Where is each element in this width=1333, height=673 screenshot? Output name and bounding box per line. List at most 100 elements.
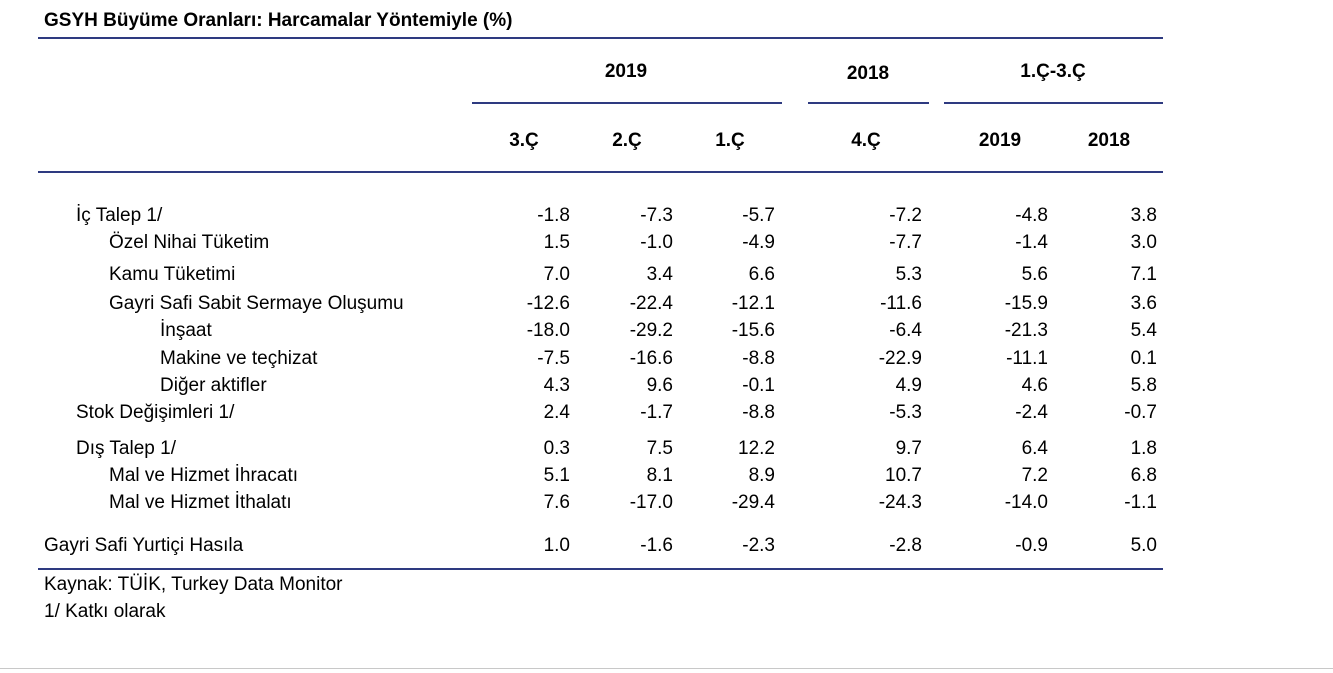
table-row: Gayri Safi Sabit Sermaye Oluşumu -12.6 -… [0, 293, 1170, 317]
cell-value: 12.2 [738, 438, 775, 459]
cell-value: 0.3 [543, 438, 570, 459]
cell-value: -2.8 [889, 535, 922, 556]
cell-value: -5.3 [889, 402, 922, 423]
row-label: Diğer aktifler [160, 375, 267, 396]
cell-value: 3.6 [1130, 293, 1157, 314]
cell-value: -5.7 [742, 205, 775, 226]
cell-value: 7.0 [543, 264, 570, 285]
cell-value: -7.5 [537, 348, 570, 369]
table-row: İnşaat -18.0 -29.2 -15.6 -6.4 -21.3 5.4 [0, 320, 1170, 344]
source-note: Kaynak: TÜİK, Turkey Data Monitor [44, 574, 343, 595]
cell-value: 6.4 [1021, 438, 1048, 459]
cell-value: -1.8 [537, 205, 570, 226]
cell-value: 5.8 [1130, 375, 1157, 396]
cell-value: -15.9 [1004, 293, 1048, 314]
row-label: Gayri Safi Yurtiçi Hasıla [44, 535, 244, 556]
header-rule [38, 171, 1163, 173]
table-row: Kamu Tüketimi 7.0 3.4 6.6 5.3 5.6 7.1 [0, 264, 1170, 288]
cell-value: -0.1 [742, 375, 775, 396]
header-group-2019: 2019 [604, 61, 648, 82]
header-sub-ytd-2018: 2018 [1087, 130, 1131, 151]
top-rule [38, 37, 1163, 39]
cell-value: -4.9 [742, 232, 775, 253]
cell-value: -22.9 [878, 348, 922, 369]
row-label: Mal ve Hizmet İthalatı [109, 492, 292, 513]
table-title: GSYH Büyüme Oranları: Harcamalar Yöntemi… [44, 10, 513, 31]
row-label: Mal ve Hizmet İhracatı [109, 465, 298, 486]
row-label: İnşaat [160, 320, 212, 341]
cell-value: -18.0 [526, 320, 570, 341]
row-label: Dış Talep 1/ [76, 438, 176, 459]
table-row: İç Talep 1/ -1.8 -7.3 -5.7 -7.2 -4.8 3.8 [0, 205, 1170, 229]
table-row: Mal ve Hizmet İthalatı 7.6 -17.0 -29.4 -… [0, 492, 1170, 516]
header-sub-q4-2018: 4.Ç [851, 130, 881, 151]
cell-value: -11.1 [1006, 348, 1048, 369]
cell-value: 4.6 [1021, 375, 1048, 396]
table-row: Özel Nihai Tüketim 1.5 -1.0 -4.9 -7.7 -1… [0, 232, 1170, 256]
cell-value: 5.4 [1130, 320, 1157, 341]
header-group-2018: 2018 [846, 63, 890, 84]
row-label: Stok Değişimleri 1/ [76, 402, 235, 423]
cell-value: 0.1 [1130, 348, 1157, 369]
cell-value: -8.8 [742, 402, 775, 423]
cell-value: -2.3 [742, 535, 775, 556]
cell-value: -7.2 [889, 205, 922, 226]
cell-value: -1.6 [640, 535, 673, 556]
table-row: Stok Değişimleri 1/ 2.4 -1.7 -8.8 -5.3 -… [0, 402, 1170, 426]
cell-value: 7.6 [543, 492, 570, 513]
cell-value: 5.6 [1021, 264, 1048, 285]
cell-value: -2.4 [1015, 402, 1048, 423]
cell-value: -4.8 [1015, 205, 1048, 226]
cell-value: 1.0 [543, 535, 570, 556]
table-row: Mal ve Hizmet İhracatı 5.1 8.1 8.9 10.7 … [0, 465, 1170, 489]
cell-value: -1.7 [640, 402, 673, 423]
cell-value: -29.2 [629, 320, 673, 341]
row-label: İç Talep 1/ [76, 205, 163, 226]
cell-value: -24.3 [878, 492, 922, 513]
table-row-total: Gayri Safi Yurtiçi Hasıla 1.0 -1.6 -2.3 … [0, 535, 1170, 559]
cell-value: 3.4 [646, 264, 673, 285]
cell-value: 3.0 [1130, 232, 1157, 253]
row-label: Makine ve teçhizat [160, 348, 318, 369]
cell-value: -15.6 [731, 320, 775, 341]
cell-value: 7.2 [1021, 465, 1048, 486]
cell-value: -29.4 [731, 492, 775, 513]
cell-value: 7.5 [646, 438, 673, 459]
cell-value: 5.0 [1130, 535, 1157, 556]
cell-value: -12.1 [731, 293, 775, 314]
cell-value: 2.4 [543, 402, 570, 423]
cell-value: -11.6 [880, 293, 922, 314]
cell-value: 4.9 [895, 375, 922, 396]
row-label: Özel Nihai Tüketim [109, 232, 270, 253]
table-row: Diğer aktifler 4.3 9.6 -0.1 4.9 4.6 5.8 [0, 375, 1170, 399]
cell-value: -0.9 [1015, 535, 1048, 556]
cell-value: -12.6 [526, 293, 570, 314]
cell-value: 8.1 [646, 465, 673, 486]
cell-value: 9.7 [895, 438, 922, 459]
header-sub-q1-2019: 1.Ç [715, 130, 745, 151]
header-group-cumulative: 1.Ç-3.Ç [1020, 61, 1086, 82]
cell-value: 4.3 [543, 375, 570, 396]
cell-value: -1.1 [1124, 492, 1157, 513]
group-rule-2019 [472, 102, 782, 104]
cell-value: 8.9 [748, 465, 775, 486]
cell-value: -14.0 [1004, 492, 1048, 513]
cell-value: -7.3 [640, 205, 673, 226]
group-rule-2018 [808, 102, 929, 104]
cell-value: 6.6 [748, 264, 775, 285]
group-rule-cumulative [944, 102, 1163, 104]
footnote: 1/ Katkı olarak [44, 601, 166, 622]
cell-value: -22.4 [629, 293, 673, 314]
cell-value: -8.8 [742, 348, 775, 369]
row-label: Gayri Safi Sabit Sermaye Oluşumu [109, 293, 404, 314]
cell-value: 10.7 [885, 465, 922, 486]
cell-value: -6.4 [889, 320, 922, 341]
page-divider [0, 668, 1333, 669]
cell-value: -7.7 [889, 232, 922, 253]
header-sub-ytd-2019: 2019 [978, 130, 1022, 151]
cell-value: 7.1 [1130, 264, 1157, 285]
cell-value: -0.7 [1124, 402, 1157, 423]
table-row: Makine ve teçhizat -7.5 -16.6 -8.8 -22.9… [0, 348, 1170, 372]
cell-value: -1.0 [640, 232, 673, 253]
cell-value: -21.3 [1004, 320, 1048, 341]
